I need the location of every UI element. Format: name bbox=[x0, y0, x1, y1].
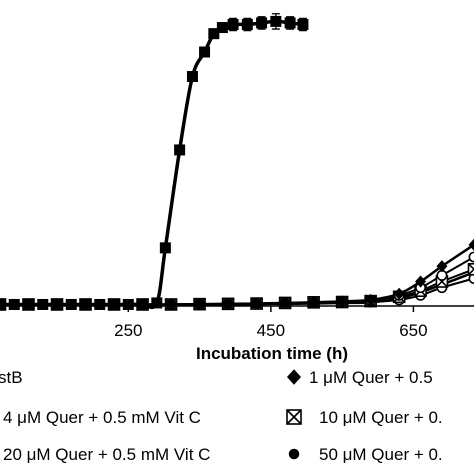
data-point-s1 bbox=[222, 297, 234, 310]
legend-item: 20 μM Quer + 0.5 mM Vit C bbox=[3, 445, 210, 464]
data-point-s1 bbox=[365, 293, 377, 306]
x-tick-label: 450 bbox=[257, 321, 285, 340]
data-point-s0 bbox=[37, 298, 49, 310]
data-point-s1 bbox=[393, 287, 405, 300]
legend-item: 1 μM Quer + 0.5 bbox=[287, 368, 433, 387]
series-line-0 bbox=[0, 19, 304, 310]
data-point-s0 bbox=[208, 28, 220, 40]
data-point-s0 bbox=[270, 15, 282, 27]
x-axis-title: Incubation time (h) bbox=[196, 344, 348, 363]
data-point-s0 bbox=[297, 18, 309, 30]
data-point-s0 bbox=[108, 298, 120, 310]
data-point-s0 bbox=[23, 298, 35, 310]
x-tick-label: 250 bbox=[114, 321, 142, 340]
data-point-s0 bbox=[137, 298, 149, 310]
data-point-s3 bbox=[467, 262, 474, 276]
data-point-s0 bbox=[8, 298, 20, 310]
data-point-s1 bbox=[194, 298, 206, 311]
data-point-s4 bbox=[468, 272, 474, 284]
data-point-s1 bbox=[336, 295, 348, 308]
legend-marker bbox=[288, 448, 300, 460]
legend-label: 20 μM Quer + 0.5 mM Vit C bbox=[3, 445, 210, 464]
plot-markers bbox=[0, 13, 474, 311]
legend-item: 50 μM Quer + 0. bbox=[288, 445, 443, 464]
data-point-s0 bbox=[174, 144, 186, 156]
legend-label: 1 μM Quer + 0.5 bbox=[309, 368, 433, 387]
data-point-s0 bbox=[159, 242, 171, 254]
data-point-s0 bbox=[122, 298, 134, 310]
data-point-s0 bbox=[227, 18, 239, 30]
legend-item: 4 μM Quer + 0.5 mM Vit C bbox=[3, 408, 201, 427]
legend-label: stB bbox=[0, 368, 23, 387]
data-point-s1 bbox=[415, 275, 427, 288]
x-tick-label: 650 bbox=[399, 321, 427, 340]
data-point-s0 bbox=[284, 17, 296, 29]
legend-label: 4 μM Quer + 0.5 mM Vit C bbox=[3, 408, 201, 427]
data-point-s0 bbox=[0, 298, 6, 310]
data-point-s0 bbox=[216, 22, 228, 34]
data-point-s0 bbox=[256, 17, 268, 29]
data-point-s2 bbox=[468, 251, 474, 263]
data-point-s0 bbox=[65, 298, 77, 310]
data-point-s0 bbox=[186, 71, 198, 82]
data-point-s1 bbox=[165, 298, 177, 311]
data-point-s1 bbox=[468, 238, 474, 251]
data-point-s0 bbox=[241, 18, 253, 30]
data-point-s0 bbox=[80, 298, 92, 310]
data-point-s0 bbox=[151, 297, 163, 309]
legend-label: 50 μM Quer + 0. bbox=[319, 445, 443, 464]
data-point-s0 bbox=[199, 46, 211, 58]
legend: stB 1 μM Quer + 0.5 4 μM Quer + 0.5 mM Vit… bbox=[0, 368, 443, 464]
legend-marker bbox=[287, 369, 301, 385]
legend-item: stB bbox=[0, 368, 23, 387]
legend-marker bbox=[286, 409, 302, 425]
data-point-s0 bbox=[94, 298, 106, 310]
data-point-s1 bbox=[436, 260, 448, 273]
legend-item: 10 μM Quer + 0. bbox=[286, 408, 443, 427]
data-point-s0 bbox=[51, 298, 63, 310]
legend-label: 10 μM Quer + 0. bbox=[319, 408, 443, 427]
x-ticks: 250 450 650 bbox=[114, 306, 428, 340]
plot-lines bbox=[0, 19, 474, 310]
